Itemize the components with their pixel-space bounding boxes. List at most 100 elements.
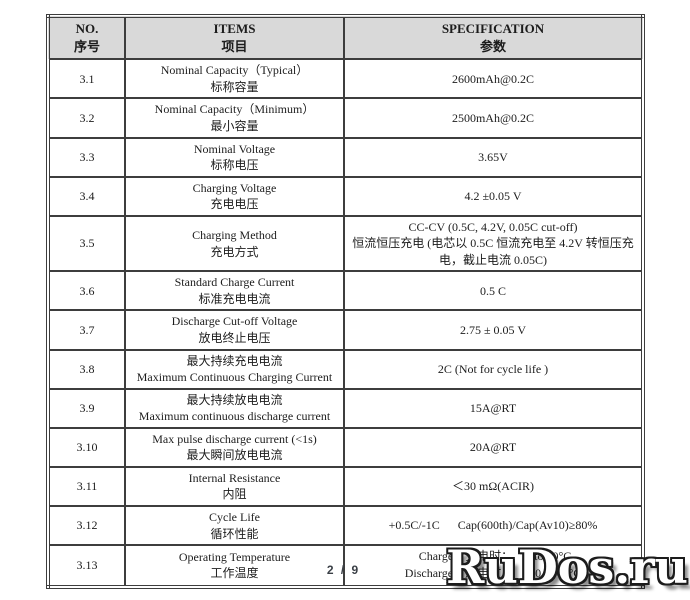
item-line-en: Operating Temperature <box>178 549 291 564</box>
row-number: 3.4 <box>47 175 126 217</box>
item-cell: Operating Temperature 工作温度 <box>124 544 345 588</box>
item-line-zh: 最大瞬间放电电流 <box>186 448 283 463</box>
item-line-zh: 标准充电电流 <box>198 291 271 306</box>
spec-value: 15A@RT <box>469 400 517 415</box>
item-line-en: Maximum Continuous Charging Current <box>136 370 333 385</box>
item-cell: Standard Charge Current 标准充电电流 <box>124 270 345 312</box>
spec-cell: ＜30 mΩ(ACIR) <box>343 465 644 507</box>
watermark-rudos: RuDos.ru <box>446 540 688 594</box>
discharge-label-zh: 放电时： <box>465 566 514 581</box>
item-line-en: Discharge Cut-off Voltage <box>171 314 298 329</box>
item-line-en: Internal Resistance <box>188 470 281 485</box>
item-line-zh: 工作温度 <box>210 566 259 581</box>
spec-value: 0.5 C <box>479 283 506 298</box>
item-cell: Cycle Life 循环性能 <box>124 504 345 547</box>
item-line-en: Nominal Voltage <box>193 141 276 156</box>
row-number: 3.9 <box>47 387 126 429</box>
spec-cell: CC-CV (0.5C, 4.2V, 0.05C cut-off) 恒流恒压充电… <box>343 214 644 273</box>
spec-value: 3.65V <box>478 149 508 164</box>
item-line-zh: 最大持续充电电流 <box>186 353 283 368</box>
table-row-max-continuous-discharge-current: 3.9 最大持续放电电流 Maximum continuous discharg… <box>47 387 644 429</box>
table-row-charging-voltage: 3.4 Charging Voltage 充电电压 4.2 ±0.05 V <box>47 175 644 217</box>
row-number: 3.11 <box>47 465 126 507</box>
row-number: 3.10 <box>47 426 126 468</box>
table-row-nominal-capacity-minimum: 3.2 Nominal Capacity（Minimum） 最小容量 2500m… <box>47 97 644 139</box>
specification-table: NO. 序号 ITEMS 项目 SPECIFICATION 参数 3.1 Nom… <box>46 14 645 589</box>
spec-value-line-2: 恒流恒压充电 (电芯以 0.5C 恒流充电至 4.2V 转恒压充 <box>352 236 634 251</box>
item-line-en: Standard Charge Current <box>174 275 295 290</box>
operating-temperature-values: Charge 充电时： 0 to 50°C Discharge 放电时： -20… <box>349 548 637 583</box>
spec-value: 2500mAh@0.2C <box>451 110 535 125</box>
item-line-zh: 充电电压 <box>210 197 259 212</box>
item-line-zh: 最小容量 <box>210 119 259 134</box>
spec-cell: 4.2 ±0.05 V <box>343 175 644 217</box>
table-row-max-continuous-charging-current: 3.8 最大持续充电电流 Maximum Continuous Charging… <box>47 348 644 390</box>
item-line-en: Charging Voltage <box>192 180 277 195</box>
table-row-standard-charge-current: 3.6 Standard Charge Current 标准充电电流 0.5 C <box>47 270 644 312</box>
item-cell: 最大持续充电电流 Maximum Continuous Charging Cur… <box>124 348 345 390</box>
table-row-cycle-life: 3.12 Cycle Life 循环性能 +0.5C/-1C Cap(600th… <box>47 504 644 547</box>
table-row-nominal-voltage: 3.3 Nominal Voltage 标称电压 3.65V <box>47 136 644 178</box>
spec-cell: 15A@RT <box>343 387 644 429</box>
table-row-discharge-cutoff-voltage: 3.7 Discharge Cut-off Voltage 放电终止电压 2.7… <box>47 309 644 351</box>
spec-cell: Charge 充电时： 0 to 50°C Discharge 放电时： -20… <box>343 544 644 588</box>
item-cell: Charging Method 充电方式 <box>124 214 345 273</box>
spec-value: 2C (Not for cycle life ) <box>437 361 549 376</box>
spec-value: ＜30 mΩ(ACIR) <box>452 479 534 494</box>
item-line-zh: 最大持续放电电流 <box>186 392 283 407</box>
col-no-en: NO. <box>75 21 99 36</box>
row-number: 3.7 <box>47 309 126 351</box>
item-line-zh: 标称容量 <box>210 79 259 94</box>
charge-label-zh: 充电时： <box>465 549 514 564</box>
item-line-zh: 内阻 <box>222 487 247 502</box>
item-cell: Internal Resistance 内阻 <box>124 465 345 507</box>
col-spec-zh: 参数 <box>479 39 506 55</box>
column-header-no: NO. 序号 <box>47 14 126 61</box>
spec-value-line-1: CC-CV (0.5C, 4.2V, 0.05C cut-off) <box>408 219 578 234</box>
table-row-charging-method: 3.5 Charging Method 充电方式 CC-CV (0.5C, 4.… <box>47 214 644 273</box>
col-items-en: ITEMS <box>213 21 256 36</box>
col-no-zh: 序号 <box>73 39 100 55</box>
item-cell: Nominal Capacity（Typical） 标称容量 <box>124 58 345 100</box>
item-cell: 最大持续放电电流 Maximum continuous discharge cu… <box>124 387 345 429</box>
spec-value: 2.75 ± 0.05 V <box>459 322 527 337</box>
page-number: 2 / 9 <box>326 563 361 577</box>
item-cell: Nominal Voltage 标称电压 <box>124 136 345 178</box>
table-row-max-pulse-discharge-current: 3.10 Max pulse discharge current (<1s) 最… <box>47 426 644 468</box>
row-number: 3.12 <box>47 504 126 547</box>
column-header-specification: SPECIFICATION 参数 <box>343 14 644 61</box>
spec-cell: 2500mAh@0.2C <box>343 97 644 139</box>
table-header-row: NO. 序号 ITEMS 项目 SPECIFICATION 参数 <box>47 14 644 61</box>
item-line-en: Charging Method <box>192 228 277 243</box>
row-number: 3.1 <box>47 58 126 100</box>
spec-value: 4.2 ±0.05 V <box>464 188 522 203</box>
item-cell: Max pulse discharge current (<1s) 最大瞬间放电… <box>124 426 345 468</box>
row-number: 3.13 <box>47 544 126 588</box>
charge-label-en: Charge <box>418 549 454 564</box>
row-number: 3.3 <box>47 136 126 178</box>
row-number: 3.2 <box>47 97 126 139</box>
item-line-en: Nominal Capacity（Minimum） <box>154 102 315 117</box>
row-number: 3.5 <box>47 214 126 273</box>
spec-value: +0.5C/-1C Cap(600th)/Cap(Av10)≥80% <box>388 518 598 533</box>
spec-value-line-3: 电，截止电流 0.05C) <box>438 252 547 267</box>
spec-cell: 2C (Not for cycle life ) <box>343 348 644 390</box>
col-items-zh: 项目 <box>221 39 248 55</box>
item-cell: Nominal Capacity（Minimum） 最小容量 <box>124 97 345 139</box>
item-line-zh: 标称电压 <box>210 158 259 173</box>
col-spec-en: SPECIFICATION <box>441 21 545 36</box>
table-row-internal-resistance: 3.11 Internal Resistance 内阻 ＜30 mΩ(ACIR) <box>47 465 644 507</box>
table-row-nominal-capacity-typical: 3.1 Nominal Capacity（Typical） 标称容量 2600m… <box>47 58 644 100</box>
item-cell: Charging Voltage 充电电压 <box>124 175 345 217</box>
item-line-zh: 充电方式 <box>210 244 259 259</box>
spec-cell: 0.5 C <box>343 270 644 312</box>
charge-temp-range: 0 to 50°C <box>525 549 572 564</box>
item-line-zh: 放电终止电压 <box>198 331 271 346</box>
item-line-en: Maximum continuous discharge current <box>138 409 331 424</box>
column-header-items: ITEMS 项目 <box>124 14 345 61</box>
item-cell: Discharge Cut-off Voltage 放电终止电压 <box>124 309 345 351</box>
spec-value: 2600mAh@0.2C <box>451 71 535 86</box>
row-number: 3.8 <box>47 348 126 390</box>
spec-cell: +0.5C/-1C Cap(600th)/Cap(Av10)≥80% <box>343 504 644 547</box>
